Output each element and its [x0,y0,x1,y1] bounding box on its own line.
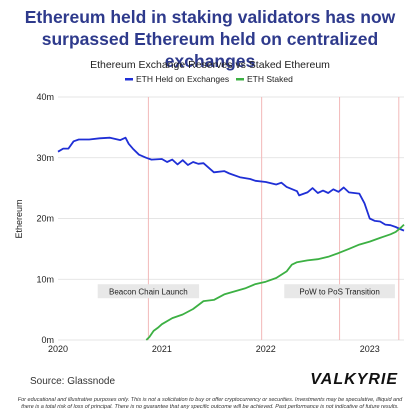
legend: ETH Held on Exchanges ETH Staked [125,74,293,84]
event-markers: Beacon Chain Launch PoW to PoS Transition [97,97,400,340]
gridlines [58,96,404,341]
x-tick-label: 2023 [360,344,380,354]
chart-title: Ethereum Exchange Reserves vs Staked Eth… [90,59,330,71]
valkyrie-logo: VALKYRIE [310,371,398,388]
headline: Ethereum held in staking validators has … [0,6,420,72]
series-lines [57,136,405,341]
chart: Ethereum Exchange Reserves vs Staked Eth… [14,59,405,354]
event-annotation-box [97,284,200,299]
y-axis-label: Ethereum [14,199,24,238]
legend-swatch-exchanges [125,78,133,81]
disclaimer: For educational and illustrative purpose… [4,397,416,411]
disclaimer-line-2: there is a total risk of loss of princip… [21,404,399,410]
series-line-exchanges [57,136,405,232]
source-note: Source: Glassnode [30,376,116,387]
legend-label-staked: ETH Staked [247,74,293,84]
legend-label-exchanges: ETH Held on Exchanges [136,74,229,84]
x-tick-label: 2022 [256,344,276,354]
y-tick-label: 30m [36,153,54,163]
event-annotation-box [284,284,395,299]
x-tick-labels: 2020 2021 2022 2023 [48,344,380,354]
x-tick-label: 2021 [152,344,172,354]
y-tick-label: 0m [41,335,54,345]
event-annotation-label: PoW to PoS Transition [299,288,379,297]
y-tick-label: 10m [36,274,54,284]
headline-line-2: surpassed Ethereum held on centralized e… [41,29,379,71]
event-annotation-label: Beacon Chain Launch [109,288,188,297]
headline-line-1: Ethereum held in staking validators has … [24,7,396,27]
disclaimer-line-1: For educational and illustrative purpose… [17,397,403,403]
y-tick-label: 40m [36,92,54,102]
y-tick-label: 20m [36,214,54,224]
y-tick-labels: 0m 10m 20m 30m 40m [36,92,54,345]
series-line-staked [145,223,405,341]
x-tick-label: 2020 [48,344,68,354]
legend-swatch-staked [236,78,244,81]
